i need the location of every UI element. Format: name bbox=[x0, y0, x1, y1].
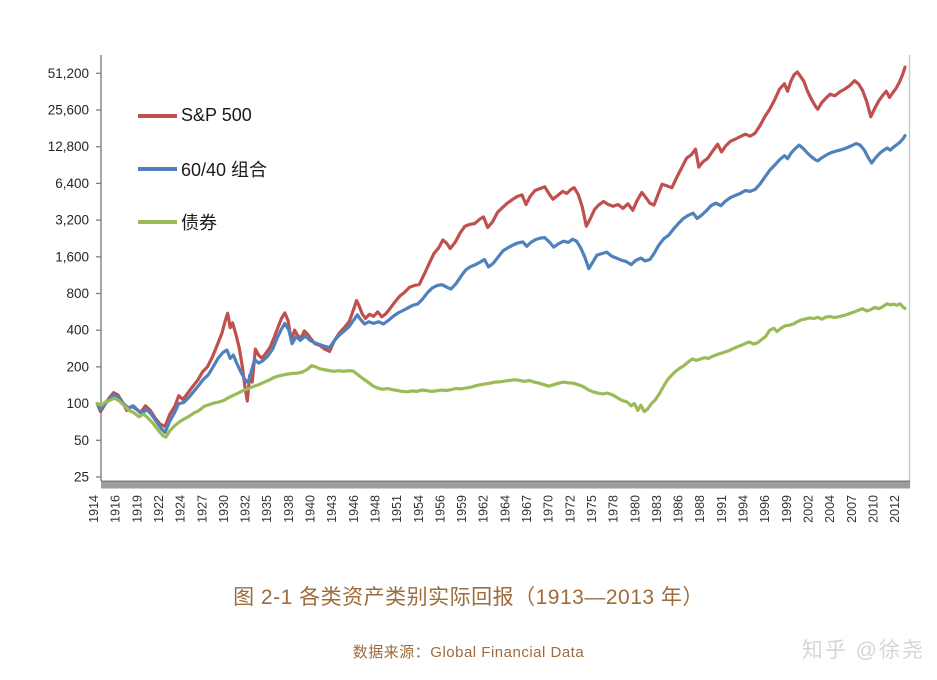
x-tick-label: 1978 bbox=[607, 495, 621, 523]
x-tick-label: 1975 bbox=[585, 495, 599, 523]
x-tick-label: 1932 bbox=[239, 495, 253, 523]
x-tick-label: 1972 bbox=[563, 495, 577, 523]
x-tick-label: 2007 bbox=[845, 495, 859, 523]
legend-swatch-bonds bbox=[138, 220, 177, 224]
x-tick-label: 1967 bbox=[520, 495, 534, 523]
x-tick-label: 1930 bbox=[217, 495, 231, 523]
x-tick-label: 1943 bbox=[325, 495, 339, 523]
legend-swatch-60-40 bbox=[138, 167, 177, 171]
x-tick-label: 1999 bbox=[780, 495, 794, 523]
x-axis-bar bbox=[101, 480, 910, 489]
x-tick-label: 1914 bbox=[87, 495, 101, 523]
x-tick-label: 2010 bbox=[866, 495, 880, 523]
x-tick-label: 2004 bbox=[823, 495, 837, 523]
x-tick-label: 1951 bbox=[390, 495, 404, 523]
x-tick-label: 1954 bbox=[412, 495, 426, 523]
x-tick-label: 1994 bbox=[737, 495, 751, 523]
x-tick-label: 1946 bbox=[347, 495, 361, 523]
x-tick-label: 1980 bbox=[628, 495, 642, 523]
y-tick-label: 3,200 bbox=[55, 213, 89, 228]
x-tick-label: 1940 bbox=[304, 495, 318, 523]
legend-swatch-sp500 bbox=[138, 113, 177, 118]
x-tick-label: 1964 bbox=[498, 495, 512, 523]
x-tick-label: 1986 bbox=[672, 495, 686, 523]
x-tick-label: 2002 bbox=[801, 495, 815, 523]
legend-item-bonds: 债券 bbox=[138, 209, 217, 235]
x-tick-label: 2012 bbox=[888, 495, 902, 523]
series-line-bonds bbox=[95, 302, 907, 439]
x-tick-label: 1959 bbox=[455, 495, 469, 523]
x-tick-label: 1919 bbox=[130, 495, 144, 523]
x-tick-label: 1924 bbox=[174, 495, 188, 523]
y-tick-label: 1,600 bbox=[55, 249, 89, 264]
x-tick-label: 1956 bbox=[433, 495, 447, 523]
y-tick-label: 800 bbox=[66, 286, 89, 301]
x-tick-label: 1916 bbox=[109, 495, 123, 523]
legend-label-60-40: 60/40 组合 bbox=[181, 160, 268, 180]
figure-caption: 图 2-1 各类资产类别实际回报（1913—2013 年） bbox=[233, 586, 704, 609]
x-tick-label: 1983 bbox=[650, 495, 664, 523]
x-tick-label: 1962 bbox=[477, 495, 491, 523]
y-tick-label: 400 bbox=[66, 323, 89, 338]
series-line-sp500 bbox=[95, 65, 907, 428]
x-tick-label: 1927 bbox=[195, 495, 209, 523]
x-axis-bar-edge bbox=[101, 480, 910, 483]
y-tick-label: 100 bbox=[66, 396, 89, 411]
x-tick-label: 1938 bbox=[282, 495, 296, 523]
x-tick-label: 1922 bbox=[152, 495, 166, 523]
data-source-note: 数据来源：Global Financial Data bbox=[352, 644, 585, 661]
y-tick-label: 50 bbox=[74, 433, 89, 448]
y-tick-label: 51,200 bbox=[48, 66, 89, 81]
y-tick-label: 6,400 bbox=[55, 176, 89, 191]
x-tick-label: 1991 bbox=[715, 495, 729, 523]
legend-item-60-40: 60/40 组合 bbox=[138, 156, 267, 182]
x-tick-label: 1996 bbox=[758, 495, 772, 523]
watermark: 知乎 @徐尧 bbox=[801, 639, 925, 662]
legend-label-sp500: S&P 500 bbox=[181, 105, 252, 125]
line-chart: 25 50 100 200 400 800 1,600 3,200 6,400 12,800 25,… bbox=[48, 55, 911, 523]
x-axis-labels: 1914 1916 1919 1922 1924 1927 1930 1932 1935 1938… bbox=[87, 495, 902, 523]
x-tick-label: 1935 bbox=[260, 495, 274, 523]
y-tick-label: 12,800 bbox=[48, 139, 89, 154]
y-axis-ticks: 25 50 100 200 400 800 1,600 3,200 6,400 12,800 25,… bbox=[48, 66, 101, 485]
x-tick-label: 1948 bbox=[368, 495, 382, 523]
x-tick-label: 1988 bbox=[693, 495, 707, 523]
y-tick-label: 25,600 bbox=[48, 103, 89, 118]
y-tick-label: 200 bbox=[66, 359, 89, 374]
legend-item-sp500: S&P 500 bbox=[138, 105, 252, 126]
y-tick-label: 25 bbox=[74, 470, 89, 485]
legend-label-bonds: 债券 bbox=[181, 213, 217, 233]
series-lines bbox=[95, 65, 907, 439]
x-tick-label: 1970 bbox=[542, 495, 556, 523]
series-line-60-40 bbox=[95, 134, 907, 434]
